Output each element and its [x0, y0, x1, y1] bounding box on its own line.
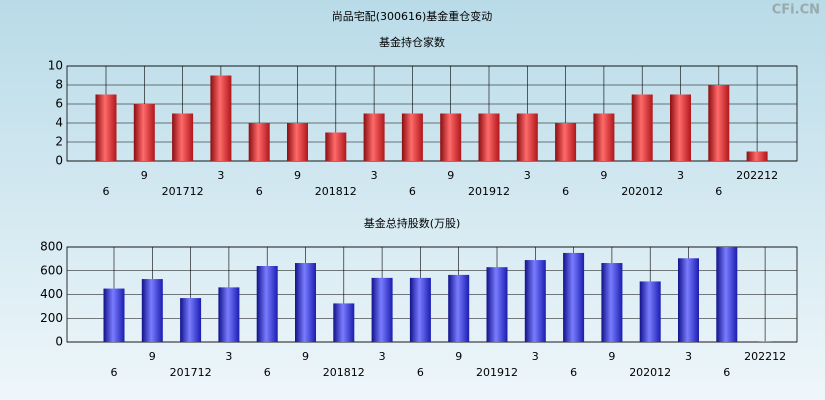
- x-tick-label: 9: [455, 350, 462, 363]
- bar: [133, 104, 155, 161]
- x-tick-label: 201812: [323, 366, 365, 379]
- bar: [593, 113, 615, 161]
- bar: [639, 281, 661, 342]
- bar: [478, 113, 500, 161]
- y-tick-label: 600: [40, 263, 63, 277]
- bar: [287, 123, 308, 161]
- x-tick-label: 6: [417, 366, 424, 379]
- x-tick-label: 9: [608, 350, 615, 363]
- bar: [210, 75, 232, 161]
- bar: [325, 132, 347, 161]
- bar: [95, 94, 117, 161]
- bar: [248, 123, 270, 161]
- x-tick-label: 9: [447, 169, 454, 182]
- bar: [363, 113, 385, 161]
- bar: [678, 258, 699, 342]
- bar: [754, 341, 776, 342]
- y-tick-label: 800: [40, 240, 63, 254]
- y-tick-label: 0: [55, 335, 63, 349]
- bar: [409, 277, 431, 342]
- y-tick-label: 10: [48, 59, 63, 73]
- bar: [563, 252, 585, 342]
- x-tick-label: 201812: [315, 185, 357, 198]
- x-tick-label: 6: [103, 185, 110, 198]
- bar: [333, 303, 355, 342]
- x-tick-label: 6: [264, 366, 271, 379]
- x-tick-label: 9: [149, 350, 156, 363]
- x-tick-label: 201712: [162, 185, 204, 198]
- y-tick-label: 2: [55, 135, 63, 149]
- y-tick-label: 4: [55, 116, 63, 130]
- bar: [448, 274, 470, 342]
- bar: [716, 247, 738, 342]
- watermark: CFi.CN: [772, 3, 820, 18]
- bar: [180, 298, 202, 342]
- x-tick-label: 202212: [744, 350, 786, 363]
- x-tick-label: 9: [294, 169, 301, 182]
- bar: [746, 151, 768, 161]
- bar: [172, 113, 194, 161]
- x-tick-label: 3: [532, 350, 539, 363]
- bar: [486, 267, 508, 342]
- y-tick-label: 6: [55, 97, 63, 111]
- bar: [440, 113, 462, 161]
- x-tick-label: 9: [302, 350, 309, 363]
- y-tick-label: 0: [55, 154, 63, 168]
- x-tick-label: 202012: [621, 185, 663, 198]
- bar: [103, 288, 125, 342]
- bar: [371, 277, 393, 342]
- bar: [708, 85, 730, 161]
- bar: [555, 123, 577, 161]
- x-tick-label: 9: [141, 169, 148, 182]
- bar: [601, 263, 623, 342]
- x-tick-label: 6: [715, 185, 722, 198]
- bar: [256, 266, 278, 342]
- bar: [670, 94, 691, 161]
- chart-title: 基金持仓家数: [379, 35, 445, 49]
- bar: [141, 279, 163, 342]
- page-title: 尚品宅配(300616)基金重仓变动: [332, 9, 493, 23]
- bar: [401, 113, 423, 161]
- x-tick-label: 3: [371, 169, 378, 182]
- x-tick-label: 3: [677, 169, 684, 182]
- bar: [516, 113, 538, 161]
- chart-title: 基金总持股数(万股): [364, 216, 461, 230]
- y-tick-label: 400: [40, 287, 63, 301]
- bar: [218, 287, 240, 342]
- x-tick-label: 201912: [468, 185, 510, 198]
- x-tick-label: 3: [685, 350, 692, 363]
- x-tick-label: 201912: [476, 366, 518, 379]
- x-tick-label: 6: [409, 185, 416, 198]
- x-tick-label: 6: [256, 185, 263, 198]
- x-tick-label: 6: [111, 366, 118, 379]
- bar: [524, 260, 546, 342]
- x-tick-label: 202012: [629, 366, 671, 379]
- x-tick-label: 3: [217, 169, 224, 182]
- x-tick-label: 3: [225, 350, 232, 363]
- y-tick-label: 200: [40, 311, 63, 325]
- x-tick-label: 3: [379, 350, 386, 363]
- y-tick-label: 8: [55, 78, 63, 92]
- x-tick-label: 6: [562, 185, 569, 198]
- x-tick-label: 202212: [736, 169, 778, 182]
- x-tick-label: 3: [524, 169, 531, 182]
- bar: [631, 94, 653, 161]
- x-tick-label: 6: [723, 366, 730, 379]
- x-tick-label: 201712: [170, 366, 212, 379]
- x-tick-label: 6: [570, 366, 577, 379]
- x-tick-label: 9: [600, 169, 607, 182]
- bar: [295, 263, 316, 342]
